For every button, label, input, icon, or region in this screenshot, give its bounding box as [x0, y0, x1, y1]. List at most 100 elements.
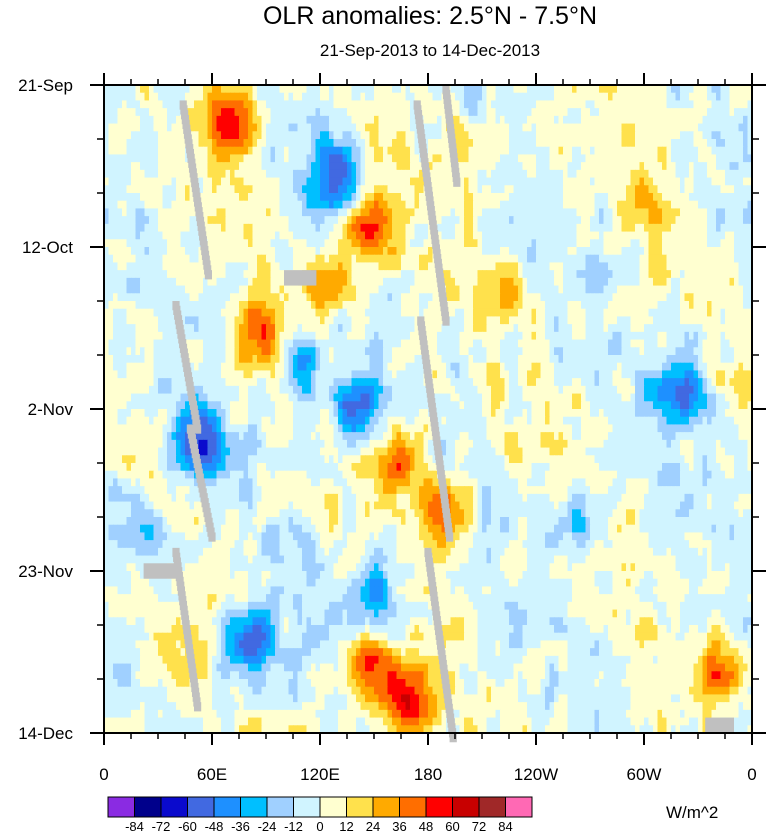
heatmap-cell [356, 331, 362, 341]
heatmap-cell [275, 146, 281, 156]
heatmap-cell [378, 123, 384, 132]
heatmap-cell [410, 347, 416, 356]
heatmap-cell [477, 193, 483, 202]
heatmap-cell [518, 108, 524, 117]
heatmap-cell [419, 277, 425, 287]
heatmap-cell [414, 193, 420, 202]
heatmap-cell [279, 185, 285, 194]
heatmap-cell [540, 254, 546, 264]
heatmap-cell [450, 347, 456, 356]
heatmap-cell [117, 169, 123, 179]
heatmap-cell [666, 115, 672, 125]
heatmap-cell [207, 154, 213, 163]
heatmap-cell [527, 247, 533, 256]
heatmap-cell [464, 347, 470, 356]
heatmap-cell [392, 216, 398, 225]
heatmap-cell [486, 177, 492, 186]
heatmap-cell [495, 92, 501, 102]
heatmap-cell [581, 216, 587, 225]
heatmap-cell [536, 301, 542, 310]
heatmap-cell [441, 216, 447, 225]
heatmap-cell [432, 85, 438, 94]
heatmap-cell [459, 208, 465, 217]
heatmap-cell [288, 339, 294, 348]
heatmap-cell [734, 308, 740, 318]
heatmap-cell [626, 277, 632, 287]
heatmap-cell [698, 293, 704, 302]
heatmap-cell [657, 162, 663, 171]
heatmap-cell [324, 92, 330, 102]
heatmap-cell [252, 216, 258, 225]
heatmap-cell [666, 200, 672, 210]
heatmap-cell [315, 200, 321, 210]
heatmap-cell [567, 115, 573, 125]
heatmap-cell [423, 262, 429, 271]
heatmap-cell [464, 146, 470, 156]
heatmap-cell [288, 193, 294, 202]
heatmap-cell [405, 92, 411, 102]
heatmap-cell [504, 193, 510, 202]
heatmap-cell [257, 270, 263, 279]
heatmap-cell [599, 108, 605, 117]
heatmap-cell [644, 123, 650, 132]
heatmap-cell [225, 339, 231, 348]
heatmap-cell [716, 331, 722, 341]
heatmap-cell [360, 301, 366, 310]
heatmap-cell [360, 169, 366, 179]
heatmap-cell [306, 293, 312, 302]
heatmap-cell [657, 339, 663, 348]
heatmap-cell [693, 301, 699, 310]
heatmap-cell [585, 277, 591, 287]
heatmap-cell [234, 131, 240, 140]
heatmap-cell [666, 92, 672, 102]
heatmap-cell [140, 331, 146, 341]
heatmap-cell [585, 131, 591, 140]
heatmap-cell [405, 270, 411, 279]
heatmap-cell [689, 85, 695, 94]
heatmap-cell [437, 139, 443, 148]
heatmap-cell [612, 223, 618, 233]
heatmap-cell [653, 231, 659, 240]
heatmap-cell [387, 92, 393, 102]
heatmap-cell [284, 146, 290, 156]
heatmap-cell [162, 146, 168, 156]
heatmap-cell [522, 223, 528, 233]
heatmap-cell [662, 239, 668, 248]
heatmap-cell [612, 208, 618, 217]
heatmap-cell [666, 277, 672, 287]
heatmap-cell [144, 231, 150, 240]
heatmap-cell [320, 308, 326, 318]
heatmap-cell [221, 339, 227, 348]
heatmap-cell [635, 270, 641, 279]
heatmap-cell [284, 331, 290, 341]
heatmap-cell [536, 254, 542, 264]
heatmap-cell [504, 146, 510, 156]
heatmap-cell [671, 92, 677, 102]
heatmap-cell [378, 262, 384, 271]
heatmap-cell [603, 308, 609, 318]
heatmap-cell [482, 177, 488, 186]
heatmap-cell [230, 208, 236, 217]
heatmap-cell [599, 177, 605, 186]
heatmap-cell [599, 277, 605, 287]
heatmap-cell [594, 231, 600, 240]
heatmap-cell [225, 301, 231, 310]
heatmap-cell [545, 200, 551, 210]
heatmap-cell [126, 185, 132, 194]
heatmap-cell [711, 139, 717, 148]
heatmap-cell [378, 177, 384, 186]
heatmap-cell [428, 270, 434, 279]
heatmap-cell [675, 262, 681, 271]
heatmap-cell [621, 146, 627, 156]
heatmap-cell [639, 285, 645, 294]
heatmap-cell [518, 223, 524, 233]
heatmap-cell [135, 177, 141, 186]
heatmap-cell [167, 223, 173, 233]
heatmap-cell [684, 185, 690, 194]
heatmap-cell [113, 162, 119, 171]
heatmap-cell [671, 200, 677, 210]
heatmap-cell [491, 208, 497, 217]
heatmap-cell [302, 200, 308, 210]
heatmap-cell [734, 301, 740, 310]
heatmap-cell [284, 239, 290, 248]
